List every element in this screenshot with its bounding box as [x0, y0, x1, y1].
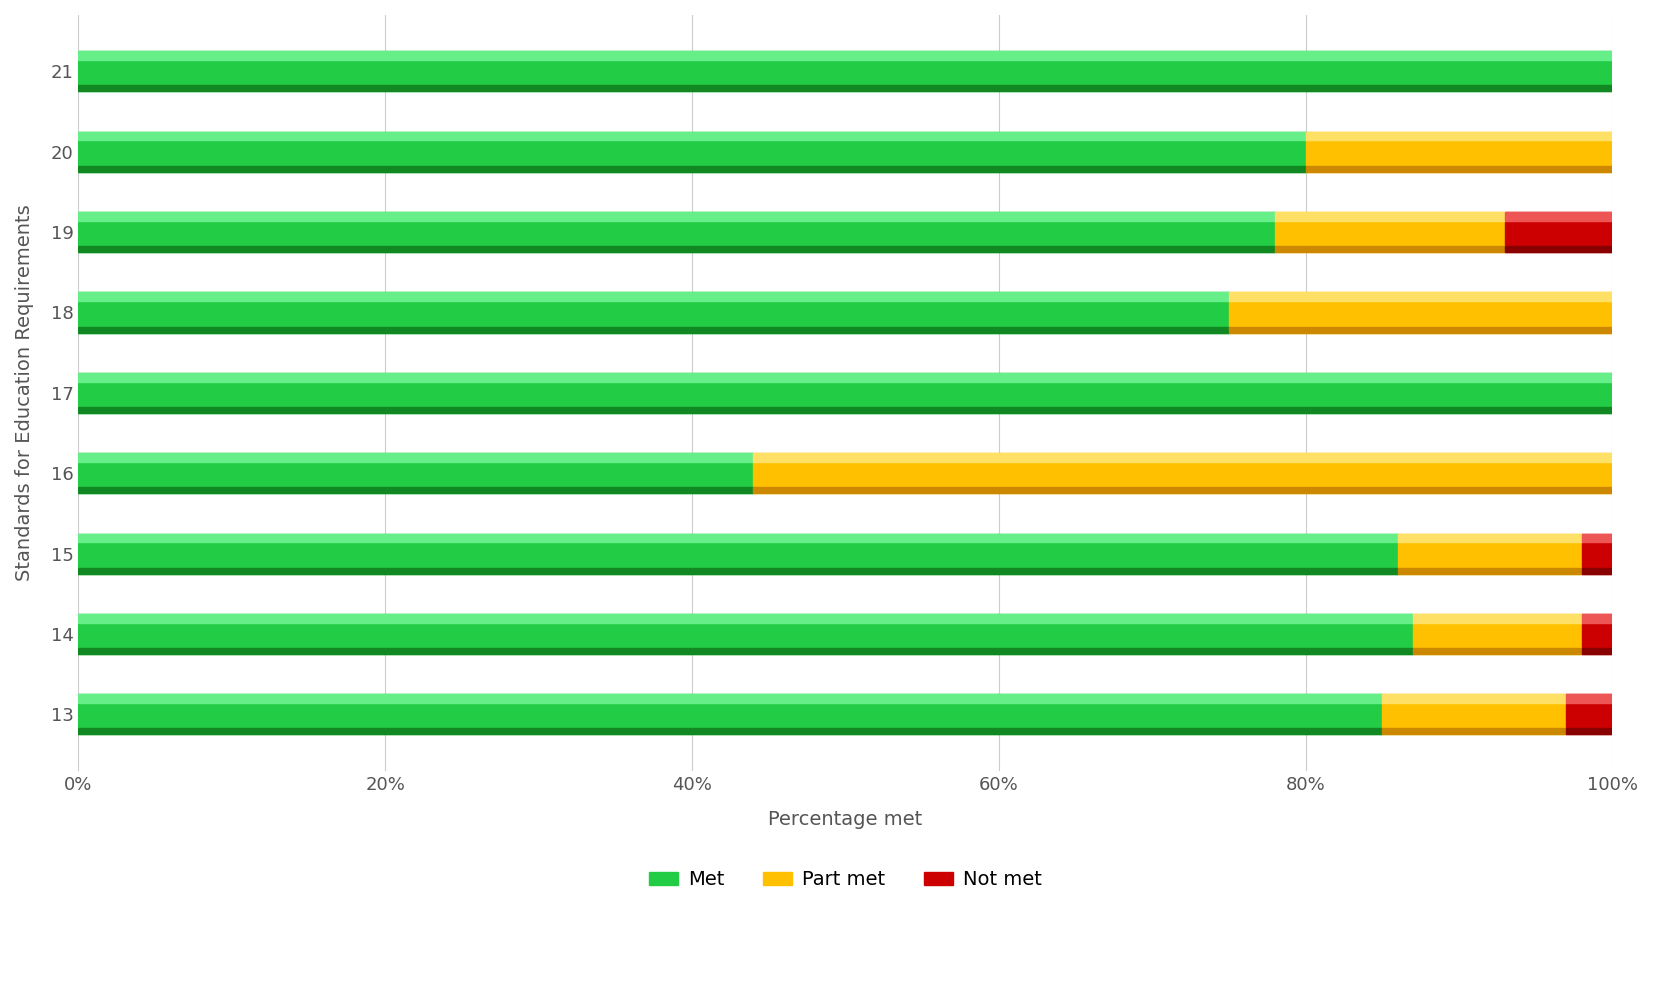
Bar — [1582, 568, 1612, 574]
Bar — [1567, 694, 1612, 735]
Bar — [78, 453, 754, 494]
Bar — [78, 131, 1306, 140]
Bar — [1228, 327, 1612, 333]
Bar — [78, 453, 754, 462]
Bar — [78, 648, 1413, 654]
Bar — [78, 52, 1612, 91]
Bar — [78, 614, 1413, 623]
Bar — [1413, 614, 1582, 623]
Bar — [78, 488, 754, 494]
Bar — [78, 372, 1612, 413]
Bar — [78, 131, 1306, 172]
Bar — [78, 729, 1382, 735]
Bar — [1228, 292, 1612, 333]
Bar — [1582, 533, 1612, 542]
Bar — [78, 292, 1228, 301]
Legend: Met, Part met, Not met: Met, Part met, Not met — [641, 862, 1050, 897]
Bar — [1582, 614, 1612, 623]
Bar — [78, 372, 1612, 381]
Bar — [754, 488, 1612, 494]
Bar — [78, 246, 1274, 252]
Bar — [78, 166, 1306, 172]
Bar — [1398, 568, 1582, 574]
Bar — [78, 292, 1228, 333]
Bar — [78, 52, 1612, 60]
Bar — [754, 453, 1612, 494]
Bar — [78, 327, 1228, 333]
Bar — [1413, 648, 1582, 654]
Bar — [1274, 212, 1506, 252]
Bar — [1506, 246, 1612, 252]
Bar — [1582, 614, 1612, 654]
Bar — [1567, 694, 1612, 703]
Bar — [78, 85, 1612, 91]
Bar — [1506, 212, 1612, 220]
Bar — [1582, 648, 1612, 654]
Bar — [1306, 131, 1612, 172]
Bar — [78, 533, 1398, 542]
Bar — [1306, 166, 1612, 172]
Bar — [1274, 246, 1506, 252]
Bar — [1306, 131, 1612, 140]
Bar — [1506, 212, 1612, 252]
Bar — [78, 212, 1274, 252]
Bar — [78, 614, 1413, 654]
Bar — [78, 533, 1398, 574]
Bar — [78, 212, 1274, 220]
Bar — [1398, 533, 1582, 542]
Bar — [78, 694, 1382, 735]
Bar — [1274, 212, 1506, 220]
Bar — [78, 694, 1382, 703]
Bar — [1567, 729, 1612, 735]
Bar — [1382, 694, 1567, 703]
Bar — [754, 453, 1612, 462]
Bar — [1582, 533, 1612, 574]
Bar — [1382, 729, 1567, 735]
Bar — [1228, 292, 1612, 301]
Bar — [1398, 533, 1582, 574]
Y-axis label: Standards for Education Requirements: Standards for Education Requirements — [15, 205, 35, 581]
Bar — [78, 568, 1398, 574]
X-axis label: Percentage met: Percentage met — [769, 810, 922, 829]
Bar — [1382, 694, 1567, 735]
Bar — [1413, 614, 1582, 654]
Bar — [78, 407, 1612, 413]
